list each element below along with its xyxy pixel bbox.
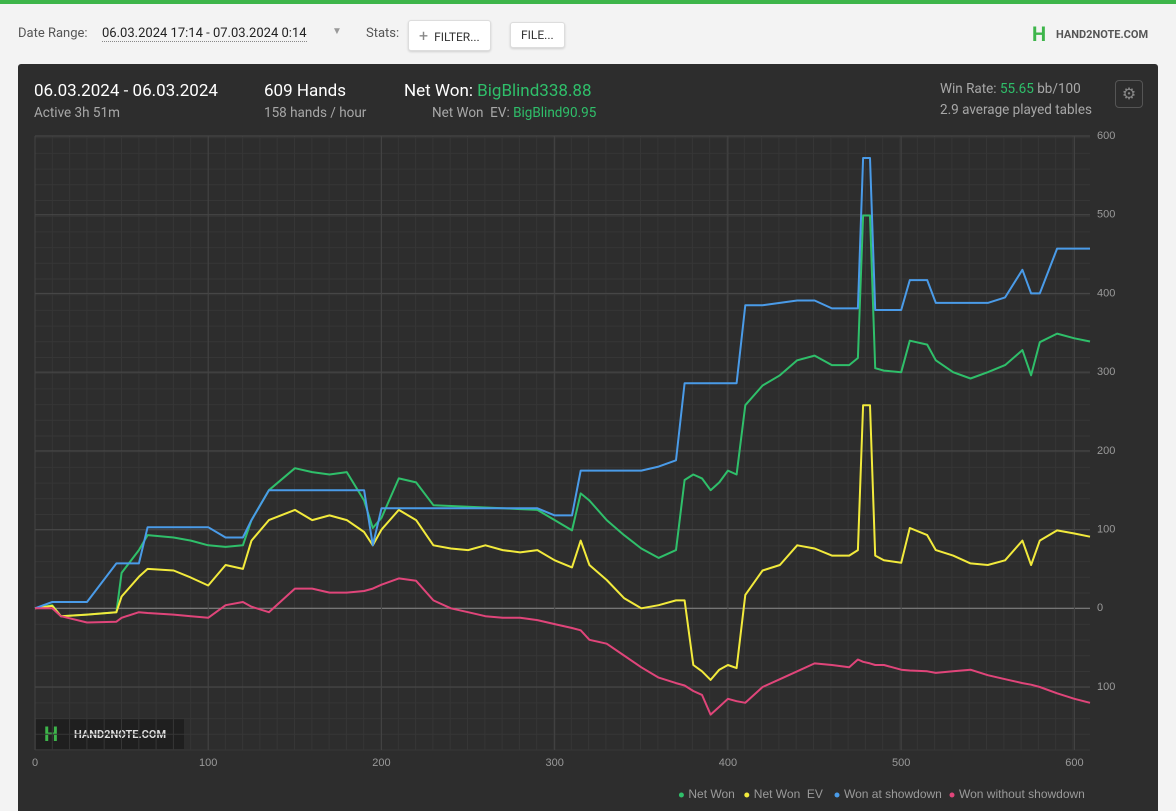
file-button[interactable]: FILE... — [510, 22, 565, 48]
legend-label: Net Won — [688, 787, 734, 801]
x-tick-label: 100 — [199, 757, 217, 769]
win-rate: Win Rate: 55.65 bb/100 — [940, 81, 1081, 97]
x-tick-label: 0 — [32, 757, 38, 769]
series-line — [35, 577, 1091, 716]
legend-marker — [744, 792, 750, 798]
top-bar — [0, 0, 1176, 4]
legend-marker — [949, 792, 955, 798]
legend-marker — [834, 792, 840, 798]
y-tick-label: 200 — [1097, 445, 1115, 457]
y-tick-label: 100 — [1097, 523, 1115, 535]
dropdown-arrow[interactable]: ▼ — [332, 26, 342, 37]
net-won-label: Net Won: — [404, 81, 473, 101]
filter-text: FILTER... — [434, 30, 480, 44]
x-tick-label: 600 — [1065, 757, 1083, 769]
legend-label: Won without showdown — [959, 787, 1085, 801]
net-won-ev-value: BigBlind90.95 — [513, 105, 597, 121]
win-rate-unit: bb/100 — [1037, 81, 1081, 97]
x-tick-label: 400 — [719, 757, 737, 769]
legend-label: Net Won EV — [754, 787, 823, 801]
legend-marker — [678, 792, 684, 798]
logo-icon: H — [1032, 22, 1047, 46]
x-tick-label: 500 — [892, 757, 910, 769]
y-tick-label: 500 — [1097, 209, 1115, 221]
y-tick-label: 100 — [1097, 681, 1115, 693]
x-tick-label: 300 — [546, 757, 564, 769]
logo: HAND2NOTE.COM — [1056, 28, 1149, 41]
date-range-label: Date Range: — [18, 26, 88, 41]
net-won: Net Won: BigBlind338.88 — [404, 81, 592, 101]
y-tick-label: 300 — [1097, 366, 1115, 378]
legend-label: Won at showdown — [844, 787, 942, 801]
stats-label: Stats: — [366, 26, 400, 41]
dates: 06.03.2024 - 06.03.2024 — [34, 81, 218, 101]
x-tick-label: 200 — [372, 757, 390, 769]
net-won-value: BigBlind338.88 — [477, 81, 592, 101]
win-rate-value: 55.65 — [999, 81, 1034, 97]
series-line — [34, 157, 1090, 610]
net-won-ev: Net Won EV: BigBlind90.95 — [432, 105, 596, 121]
toolbar: Date Range: 06.03.2024 17:14 - 07.03.202… — [0, 4, 1176, 60]
win-rate-label: Win Rate: — [940, 81, 997, 97]
tables: 2.9 average played tables — [940, 102, 1092, 118]
y-tick-label: 400 — [1097, 287, 1115, 299]
y-tick-label: 0 — [1097, 602, 1103, 614]
hands: 609 Hands — [264, 81, 347, 101]
net-won-ev-label: Net Won EV: — [432, 105, 510, 121]
settings-button[interactable]: ⚙ — [1115, 80, 1143, 108]
active-time: Active 3h 51m — [34, 105, 120, 121]
series-line — [34, 404, 1091, 681]
date-range[interactable]: 06.03.2024 17:14 - 07.03.2024 0:14 — [102, 26, 307, 42]
y-tick-label: 600 — [1097, 130, 1115, 142]
series-line — [34, 214, 1091, 618]
filter-button[interactable]: + FILTER... — [408, 20, 491, 51]
hands-per-hour: 158 hands / hour — [264, 105, 367, 121]
